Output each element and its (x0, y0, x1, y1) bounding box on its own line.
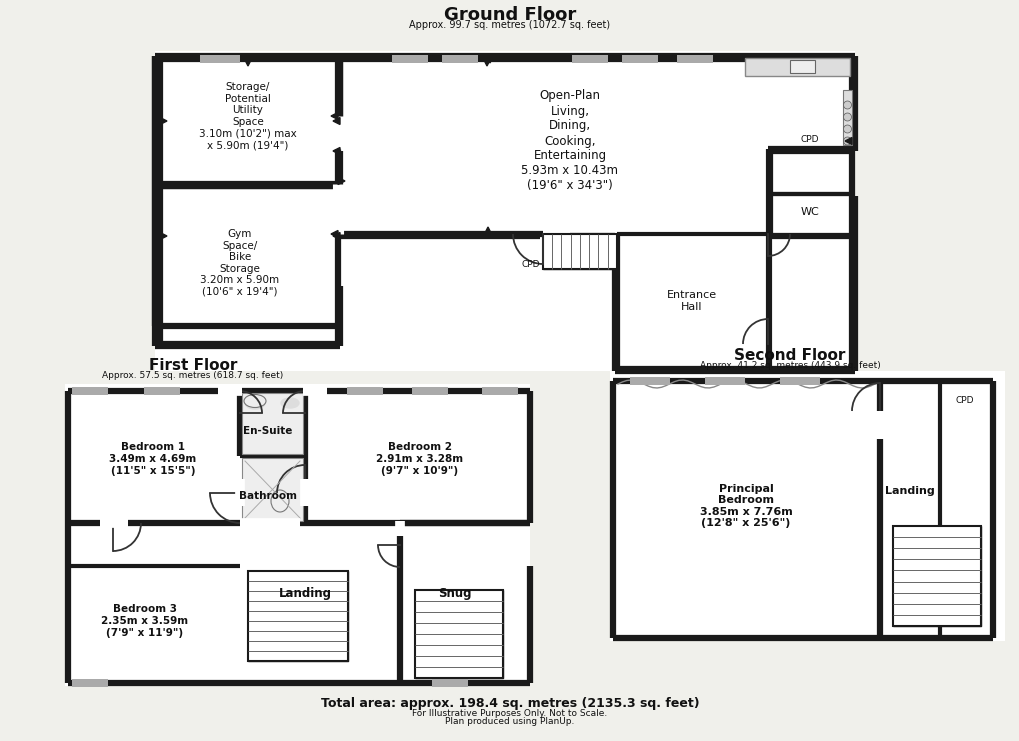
Ellipse shape (244, 394, 266, 408)
Text: Bedroom 1
3.49m x 4.69m
(11'5" x 15'5"): Bedroom 1 3.49m x 4.69m (11'5" x 15'5") (109, 442, 197, 476)
Bar (542, 234, 616, 269)
Polygon shape (332, 118, 339, 124)
Polygon shape (337, 178, 344, 185)
Bar (842, 90, 851, 145)
Polygon shape (486, 56, 493, 63)
Text: SALES  LETTING  MANAGEMENT: SALES LETTING MANAGEMENT (378, 191, 541, 201)
Circle shape (843, 101, 851, 109)
Bar (248, 571, 347, 661)
Bar (242, 393, 303, 454)
Bar (242, 458, 303, 521)
Text: Plan produced using PlanUp.: Plan produced using PlanUp. (445, 717, 574, 726)
Bar (630, 377, 669, 385)
Bar (72, 679, 108, 687)
Text: En-Suite: En-Suite (244, 426, 292, 436)
Bar (412, 387, 447, 395)
Bar (391, 55, 428, 63)
Bar (160, 59, 337, 326)
Ellipse shape (271, 490, 288, 512)
Bar (432, 679, 468, 687)
Polygon shape (331, 113, 337, 119)
Bar (609, 371, 1004, 639)
Bar (542, 234, 616, 269)
Text: CPD: CPD (955, 396, 973, 405)
Bar (892, 526, 980, 626)
Polygon shape (160, 118, 167, 124)
Bar (744, 58, 849, 76)
Bar (248, 571, 347, 661)
Bar (616, 234, 851, 369)
Text: Total area: approx. 198.4 sq. metres (2135.3 sq. feet): Total area: approx. 198.4 sq. metres (21… (320, 697, 699, 709)
Bar (200, 55, 239, 63)
Polygon shape (160, 233, 167, 239)
Bar (780, 377, 819, 385)
Polygon shape (332, 233, 339, 239)
Text: Bedroom 3
2.35m x 3.59m
(7'9" x 11'9"): Bedroom 3 2.35m x 3.59m (7'9" x 11'9") (101, 605, 189, 637)
Bar (790, 60, 814, 73)
Polygon shape (484, 227, 491, 234)
Circle shape (843, 125, 851, 133)
Bar (337, 59, 851, 234)
Ellipse shape (245, 397, 265, 409)
Polygon shape (245, 59, 252, 66)
Text: First Floor: First Floor (149, 359, 237, 373)
Bar (704, 377, 744, 385)
Text: Second Floor: Second Floor (734, 348, 845, 364)
Bar (612, 381, 993, 638)
Text: Landing: Landing (278, 586, 331, 599)
Bar (415, 590, 502, 678)
Bar (155, 56, 854, 371)
Ellipse shape (280, 398, 299, 408)
Text: Entrance
Hall: Entrance Hall (666, 290, 716, 312)
Text: For Illustrative Purposes Only. Not to Scale.: For Illustrative Purposes Only. Not to S… (412, 708, 607, 717)
Bar (72, 387, 108, 395)
Bar (609, 371, 1004, 641)
Bar (144, 387, 179, 395)
Bar (842, 90, 851, 145)
Text: CPD: CPD (521, 260, 539, 269)
Text: Ground Floor: Ground Floor (443, 6, 576, 24)
Polygon shape (483, 59, 490, 66)
Text: Approx. 57.5 sq. metres (618.7 sq. feet): Approx. 57.5 sq. metres (618.7 sq. feet) (102, 371, 283, 380)
Bar (622, 55, 657, 63)
Text: CPD: CPD (800, 135, 818, 144)
Text: Mcaurys: Mcaurys (372, 160, 568, 202)
Bar (441, 55, 478, 63)
Circle shape (843, 113, 851, 121)
Text: Principal
Bedroom
3.85m x 7.76m
(12'8" x 25'6"): Principal Bedroom 3.85m x 7.76m (12'8" x… (699, 484, 792, 528)
Text: Snug: Snug (438, 586, 471, 599)
Text: Approx. 41.2 sq. metres (443.9 sq. feet): Approx. 41.2 sq. metres (443.9 sq. feet) (699, 362, 879, 370)
Text: Open-Plan
Living,
Dining,
Cooking,
Entertaining
5.93m x 10.43m
(19'6" x 34'3"): Open-Plan Living, Dining, Cooking, Enter… (521, 90, 618, 193)
Bar (892, 526, 980, 626)
Polygon shape (844, 138, 851, 144)
Polygon shape (331, 230, 337, 238)
Bar (242, 393, 303, 454)
Bar (572, 55, 607, 63)
Text: Gym
Space/
Bike
Storage
3.20m x 5.90m
(10'6" x 19'4"): Gym Space/ Bike Storage 3.20m x 5.90m (1… (201, 229, 279, 297)
Text: WC: WC (800, 207, 818, 217)
Circle shape (843, 137, 851, 145)
Bar (155, 51, 854, 346)
Bar (65, 391, 530, 686)
Text: Storage/
Potential
Utility
Space
3.10m (10'2") max
x 5.90m (19'4"): Storage/ Potential Utility Space 3.10m (… (199, 82, 297, 150)
Bar (677, 55, 712, 63)
Text: Approx. 99.7 sq. metres (1072.7 sq. feet): Approx. 99.7 sq. metres (1072.7 sq. feet… (409, 20, 610, 30)
Bar (415, 590, 502, 678)
Bar (482, 387, 518, 395)
Text: Bedroom 2
2.91m x 3.28m
(9'7" x 10'9"): Bedroom 2 2.91m x 3.28m (9'7" x 10'9") (376, 442, 463, 476)
Bar (65, 384, 530, 684)
Bar (160, 326, 347, 344)
Bar (346, 387, 382, 395)
Polygon shape (332, 147, 339, 155)
Text: Bathroom: Bathroom (238, 491, 297, 501)
Bar (242, 458, 303, 521)
Text: Landing: Landing (884, 486, 934, 496)
Bar (744, 58, 849, 76)
